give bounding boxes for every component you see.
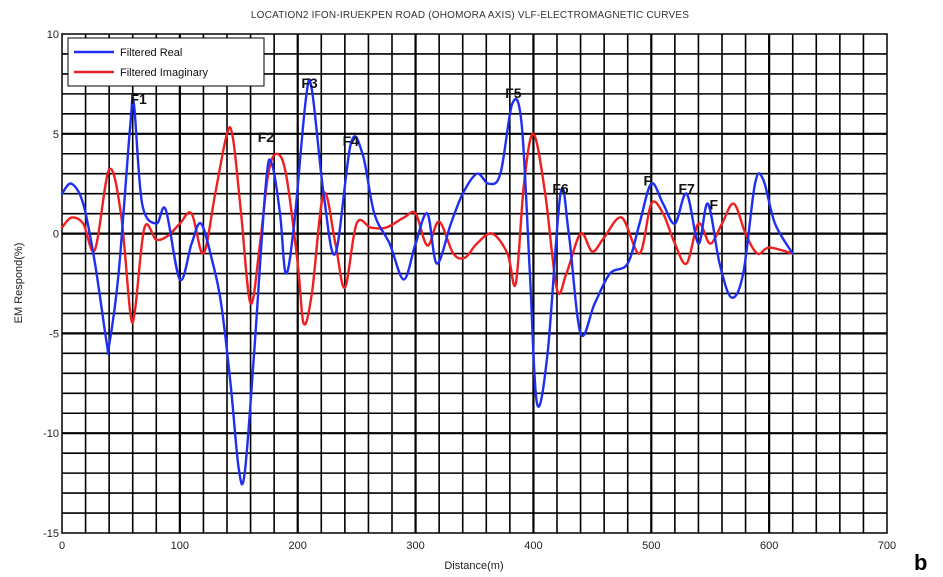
anomaly-label: F2 [258,129,275,145]
anomaly-label: F5 [505,85,522,101]
x-tick-label: 300 [406,540,424,552]
annotations: F1 F2 F3 F4 F5 F6 F F7 F [130,75,718,213]
series-line-filtered-real [60,78,794,486]
anomaly-label: F [709,197,718,213]
anomaly-label: F4 [343,133,360,149]
legend: Filtered Real Filtered Imaginary [67,37,265,87]
y-tick-label: -10 [43,428,59,440]
legend-label-real: Filtered Real [120,47,182,59]
y-tick-label: 5 [53,129,59,141]
y-axis-label: EM Respond(%) [13,243,25,324]
anomaly-label: F [643,173,652,189]
x-tick-label: 200 [289,540,307,552]
x-tick-label: 500 [642,540,660,552]
plot-area [61,33,888,534]
x-tick-label: 100 [171,540,189,552]
x-axis-label: Distance(m) [444,560,503,572]
chart-title: LOCATION2 IFON-IRUEKPEN ROAD (OHOMORA AX… [251,10,689,21]
series-group [60,78,794,486]
x-tick-label: 400 [524,540,542,552]
panel-label: b [914,550,927,575]
y-tick-label: -15 [43,528,59,540]
x-tick-label: 600 [760,540,778,552]
grid [62,34,887,533]
y-tick-label: 0 [53,229,59,241]
legend-box [67,37,265,87]
anomaly-label: F1 [130,91,147,107]
x-tick-label: 0 [59,540,65,552]
x-tick-label: 700 [878,540,896,552]
anomaly-label: F6 [552,181,569,197]
y-axis-ticks: 10 5 0 -5 -10 -15 [43,29,59,540]
y-tick-label: 10 [47,29,59,41]
y-tick-label: -5 [49,328,59,340]
anomaly-label: F7 [678,181,695,197]
anomaly-label: F3 [301,75,318,91]
x-axis-ticks: 0 100 200 300 400 500 600 700 [59,540,896,552]
legend-label-imaginary: Filtered Imaginary [120,67,209,79]
